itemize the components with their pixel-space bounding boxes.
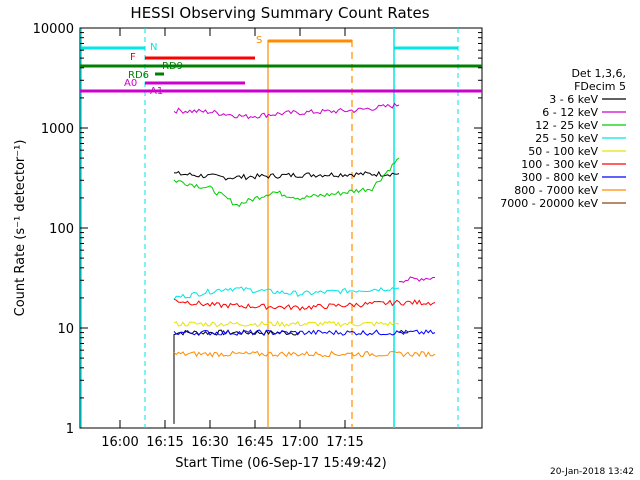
plot-area (79, 27, 483, 429)
legend-entry: 800 - 7000 keV (514, 184, 598, 197)
y-tick-label: 100 (49, 222, 74, 237)
series-line (173, 329, 436, 337)
series-line (173, 298, 436, 311)
y-tick-label: 10 (57, 322, 74, 337)
legend-entry: 6 - 12 keV (542, 106, 598, 119)
x-axis: 16:00 16:15 16:30 16:45 17:00 17:15 (101, 28, 364, 450)
series-line (173, 320, 400, 328)
annotation-n: N (150, 42, 157, 53)
chart-title: HESSI Observing Summary Count Rates (130, 4, 429, 22)
legend-entry: 12 - 25 keV (535, 119, 598, 132)
annotation-a1: A1 (150, 86, 163, 97)
series-line (173, 329, 301, 424)
series-line (173, 102, 400, 120)
x-tick-label: 17:15 (326, 435, 363, 450)
legend-entry: 25 - 50 keV (535, 132, 598, 145)
legend-entry: 3 - 6 keV (549, 93, 598, 106)
x-tick-label: 16:00 (101, 435, 138, 450)
legend-entry: 50 - 100 keV (528, 145, 598, 158)
series-line (398, 276, 435, 283)
date-stamp: 20-Jan-2018 13:42 (550, 467, 634, 477)
y-axis-label: Count Rate (s⁻¹ detector⁻¹) (13, 140, 28, 317)
annotation-rd6: RD6 (128, 70, 149, 81)
legend-entry: 7000 - 20000 keV (500, 197, 598, 210)
x-tick-label: 16:30 (191, 435, 228, 450)
series-line (173, 170, 400, 181)
series-layer (173, 102, 436, 424)
x-tick-label: 16:15 (146, 435, 183, 450)
series-line (173, 350, 436, 358)
annotation-rd9: RD9 (162, 61, 183, 72)
annotation-f: F (130, 52, 136, 63)
y-axis: 1 10 100 1000 10000 (33, 22, 482, 437)
x-tick-label: 17:00 (281, 435, 318, 450)
annotations: N F RD9 RD6 A0 A1 S (80, 28, 482, 428)
y-tick-label: 1000 (41, 122, 74, 137)
legend-entry: 100 - 300 keV (521, 158, 598, 171)
y-tick-label: 10000 (33, 22, 74, 37)
annotation-s: S (256, 35, 262, 46)
annotation-a0: A0 (124, 78, 137, 89)
legend-header-2: FDecim 5 (574, 80, 626, 93)
series-line (173, 286, 399, 300)
x-axis-label: Start Time (06-Sep-17 15:49:42) (175, 456, 386, 471)
legend-header-1: Det 1,3,6, (571, 67, 626, 80)
x-tick-label: 16:45 (236, 435, 273, 450)
series-line (398, 329, 409, 334)
y-tick-label: 1 (66, 422, 74, 437)
series-line (173, 157, 400, 208)
legend-entry: 300 - 800 keV (521, 171, 598, 184)
